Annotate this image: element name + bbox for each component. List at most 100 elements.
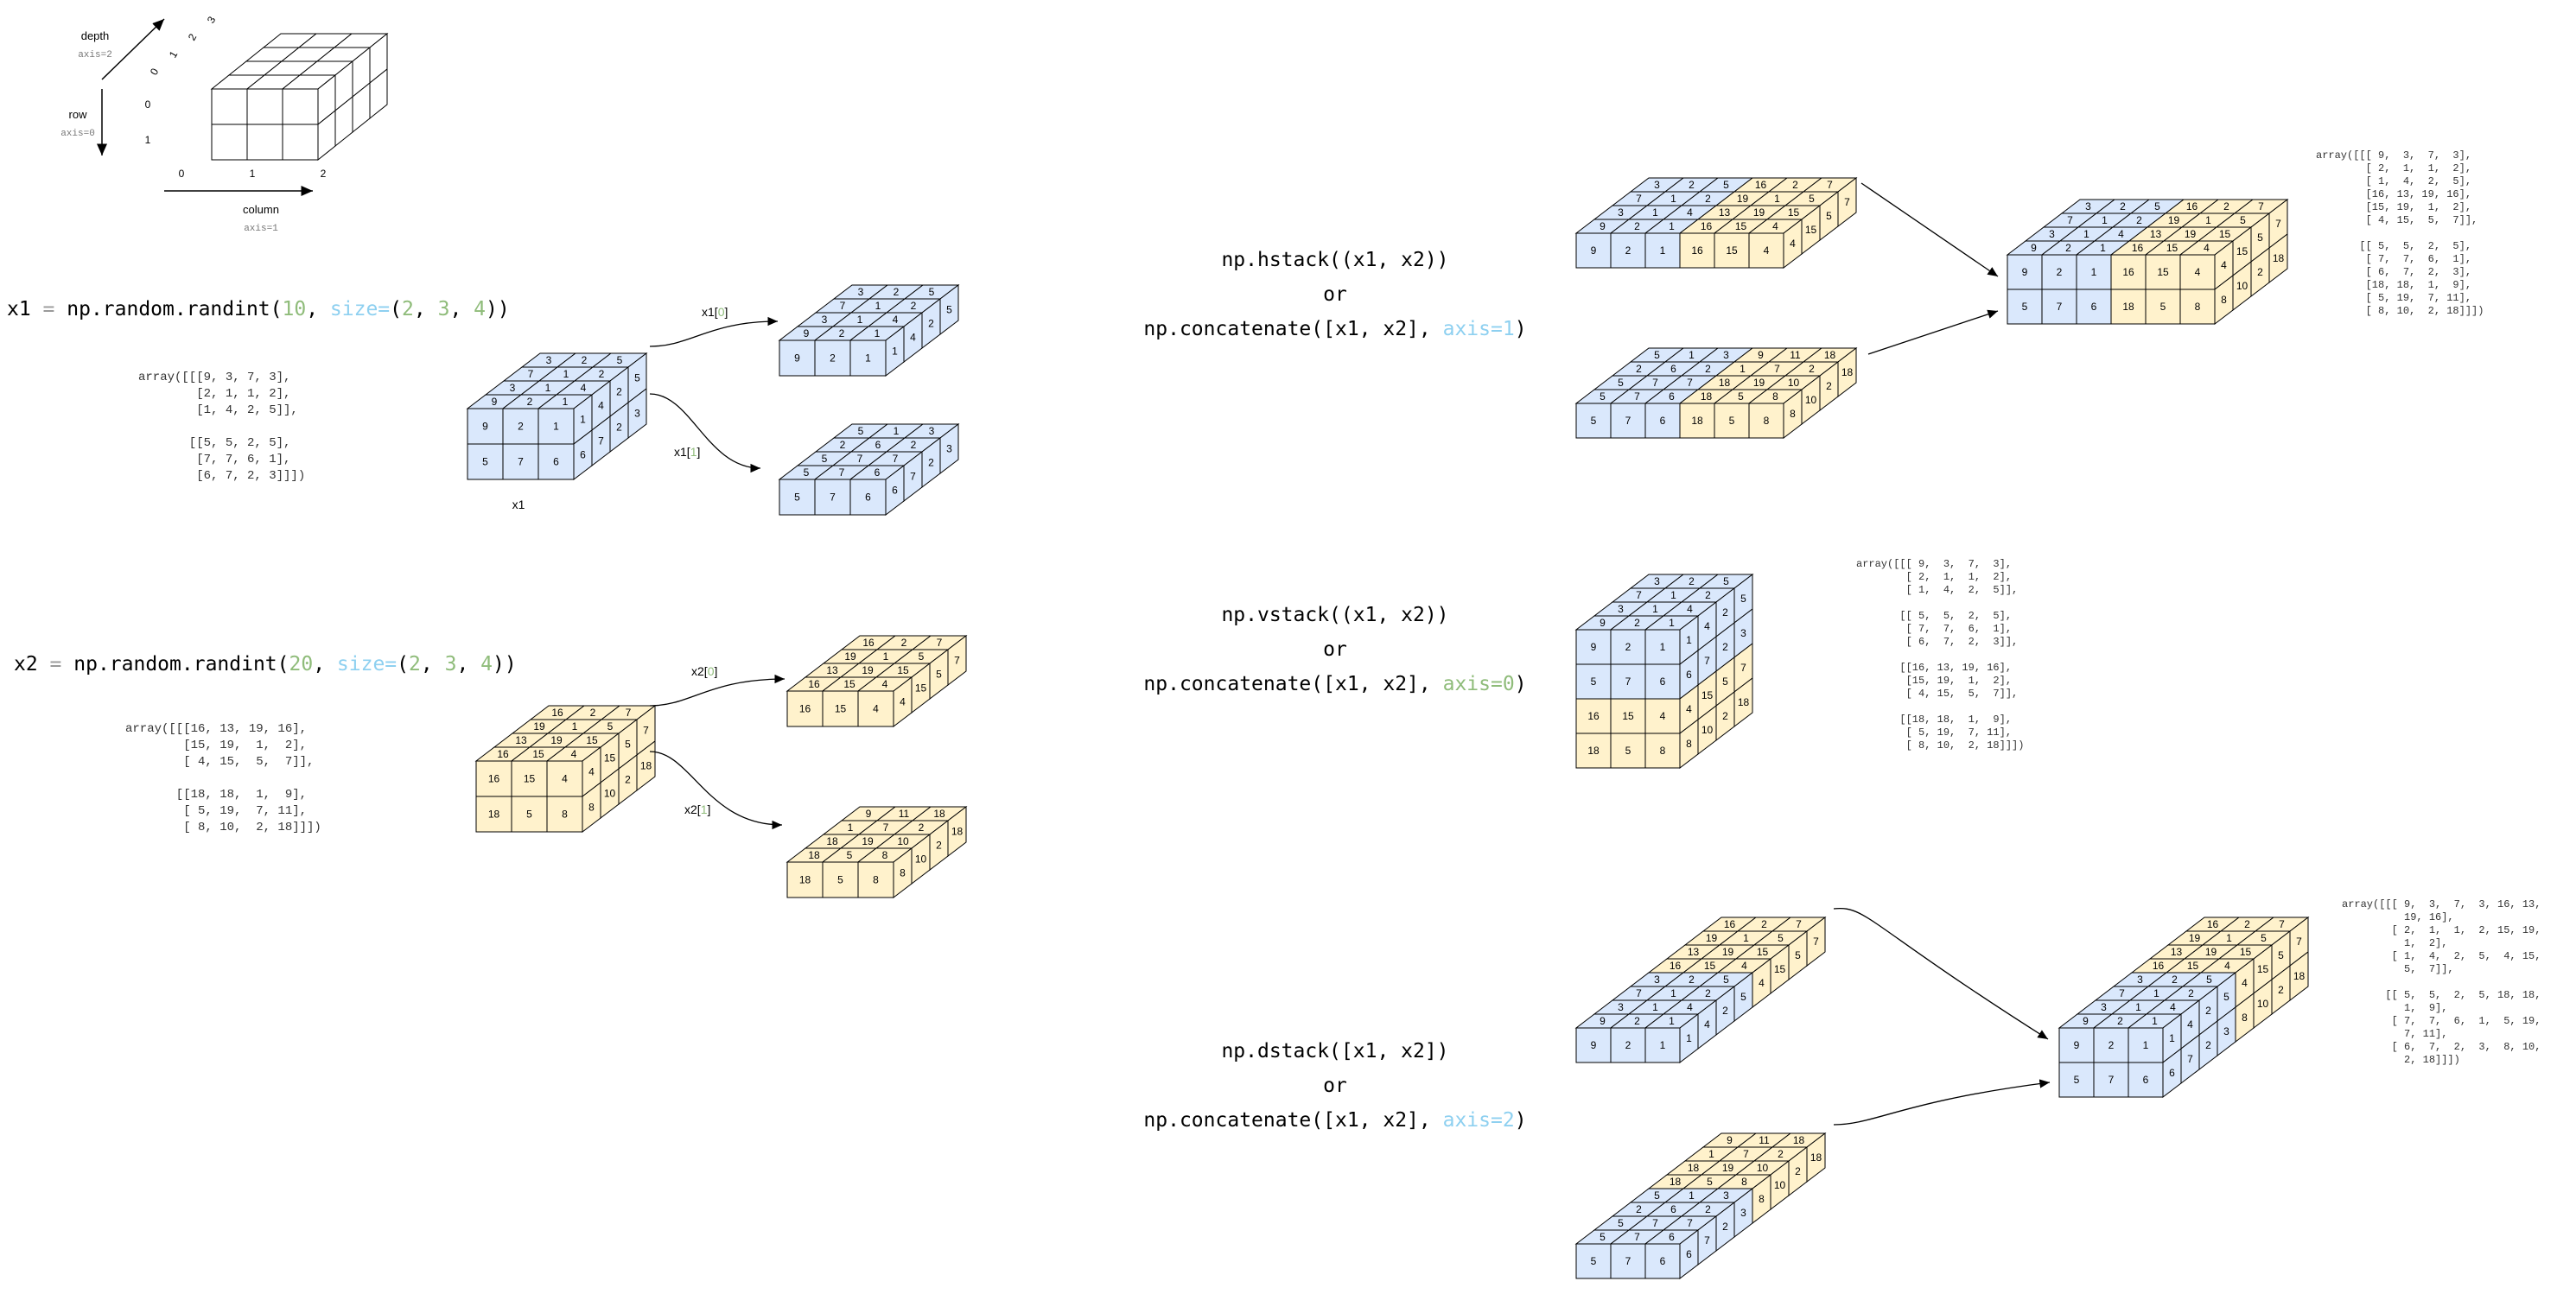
cube-value: 5 <box>634 372 640 384</box>
cube-cell <box>857 690 894 727</box>
x2-slice1-arrow <box>649 751 783 830</box>
cube-value: 18 <box>1810 1151 1822 1164</box>
code-token: = <box>43 298 55 320</box>
cube-value: 3 <box>2101 1001 2107 1013</box>
cube-cell <box>2110 289 2147 325</box>
array-output-line: [ 7, 7, 6, 1], <box>1856 623 2012 635</box>
cube-value: 2 <box>2223 200 2229 212</box>
cube-value: 19 <box>862 835 874 847</box>
cube-value: 1 <box>2169 1032 2175 1044</box>
cube-value: 9 <box>2074 1039 2080 1051</box>
dstack-concatenate-call: np.concatenate([x1, x2], axis=2) <box>1143 1109 1526 1132</box>
code-token: np.concatenate([x1, x2], <box>1143 1109 1442 1132</box>
cube-value: 4 <box>2242 977 2248 989</box>
cube-cell <box>369 67 388 120</box>
cube-value: 2 <box>1634 617 1640 629</box>
cube-value: 7 <box>1652 377 1658 389</box>
cube-value: 7 <box>1704 1234 1710 1246</box>
array-output-line: [16, 13, 19, 16], <box>2316 188 2471 200</box>
cube-value: 10 <box>915 853 927 866</box>
dstack-call: np.dstack([x1, x2]) <box>1221 1040 1448 1062</box>
cube-value: 2 <box>2120 200 2126 212</box>
cube-value: 5 <box>1740 991 1746 1003</box>
code-token: 20 <box>289 653 314 676</box>
cube-value: 18 <box>1691 415 1703 427</box>
cube-value: 4 <box>2204 242 2210 254</box>
cube-value: 5 <box>1778 932 1784 944</box>
array-output-line: [ 4, 15, 5, 7]], <box>2316 214 2477 226</box>
cube-value: 2 <box>928 457 934 469</box>
cube-value: 2 <box>936 840 942 852</box>
cube-value: 6 <box>1686 669 1692 681</box>
cube-value: 1 <box>572 720 578 733</box>
cube-value: 4 <box>1759 977 1765 989</box>
cube-value: 18 <box>1841 366 1854 378</box>
code-token: , <box>414 298 438 320</box>
cube-value: 5 <box>847 849 853 861</box>
cube-value: 2 <box>625 774 631 786</box>
axis-tick-label: 2 <box>321 168 327 180</box>
cube-value: 5 <box>919 650 925 663</box>
cube-value: 2 <box>1826 380 1832 392</box>
cube-value: 2 <box>2117 1015 2123 1027</box>
cube-value: 9 <box>1600 220 1606 232</box>
cube-cell <box>1748 403 1784 439</box>
cube-value: 15 <box>1704 960 1716 972</box>
cube-value: 1 <box>892 346 898 358</box>
x1-code-line: x1 = np.random.randint(10, size=(2, 3, 4… <box>7 298 510 320</box>
cube-value: 8 <box>2195 301 2201 313</box>
cube-cell <box>1837 346 1857 398</box>
cube-value: 2 <box>1722 1005 1728 1017</box>
cube-value: 6 <box>865 492 871 504</box>
cube-value: 2 <box>840 439 846 451</box>
cube-value: 1 <box>2152 1015 2158 1027</box>
array-output-line: [ 1, 4, 2, 5], <box>2316 175 2471 187</box>
cube-value: 2 <box>2205 1005 2211 1017</box>
cube-value: 15 <box>1701 689 1714 701</box>
cube-cell <box>1806 916 1826 967</box>
cube-value: 1 <box>553 421 559 433</box>
cube-cell <box>2128 1062 2164 1098</box>
array-output-line: 2, 18]]]) <box>2342 1054 2460 1066</box>
cube-value: 7 <box>1634 1231 1640 1243</box>
array-output-line: [ 5, 19, 7, 11], <box>1856 726 2012 739</box>
cube-value: 2 <box>2057 266 2063 278</box>
cube-value: 3 <box>2223 1025 2229 1037</box>
cube-value: 15 <box>897 664 909 676</box>
array-output-line: array([[[16, 13, 19, 16], <box>125 722 307 736</box>
code-token: 4 <box>480 653 493 676</box>
cube-value: 4 <box>588 766 595 778</box>
cube-value: 1 <box>563 396 569 408</box>
depth-arrow <box>101 18 165 80</box>
cube-value: 16 <box>808 678 820 690</box>
row-label: row <box>69 108 88 121</box>
code-token: , <box>421 653 445 676</box>
cube-value: 1 <box>545 382 551 394</box>
cube-value: 1 <box>857 314 863 326</box>
cube-cell <box>1610 232 1646 269</box>
cube-value: 7 <box>1625 1255 1631 1267</box>
cube-value: 5 <box>1625 745 1631 757</box>
cube-cell <box>1644 232 1681 269</box>
cube-value: 9 <box>1727 1134 1733 1146</box>
cube-value: 8 <box>562 809 568 821</box>
code-token: np.concatenate([x1, x2], <box>1143 673 1442 695</box>
cube-value: 15 <box>2257 963 2269 975</box>
cube-value: 15 <box>2236 245 2248 257</box>
cube-value: 2 <box>2278 984 2284 996</box>
cube-value: 1 <box>1652 206 1658 219</box>
cube-value: 4 <box>2221 259 2227 271</box>
code-token: ) <box>1515 318 1527 340</box>
cube-value: 5 <box>1826 210 1832 222</box>
array-output-line: [2, 1, 1, 2], <box>138 387 290 401</box>
cube-cell <box>1679 403 1715 439</box>
cube-value: 2 <box>582 354 588 366</box>
code-token: = <box>50 653 62 676</box>
cube-value: 18 <box>640 760 652 772</box>
cube-value: 4 <box>2118 228 2124 240</box>
cube-value: 2 <box>1705 589 1711 601</box>
cube-value: 7 <box>1634 390 1640 403</box>
cube-value: 5 <box>526 809 532 821</box>
cube-value: 19 <box>533 720 545 733</box>
array-output-line: [ 7, 7, 6, 1], <box>2316 253 2471 265</box>
